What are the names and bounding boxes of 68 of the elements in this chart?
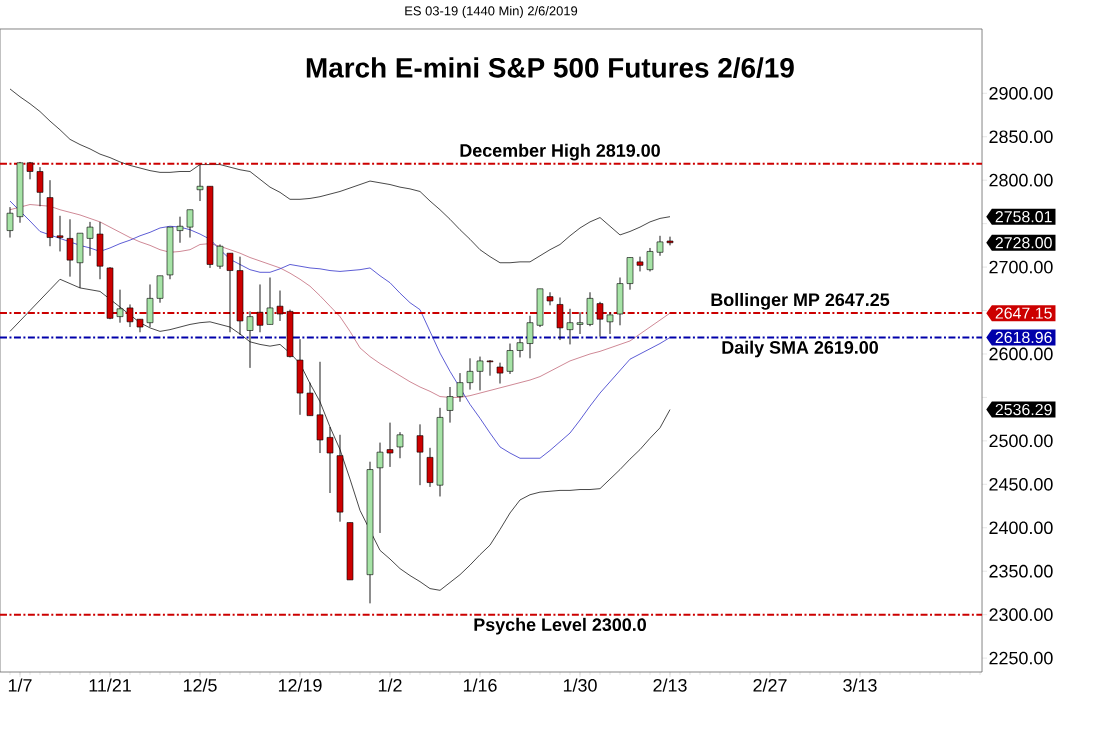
candlestick — [506, 343, 514, 375]
candlestick — [66, 218, 74, 278]
y-tick-label: 2900.00 — [989, 86, 1053, 100]
ref-line-label: Psyche Level 2300.0 — [474, 617, 646, 635]
y-tick-label: 2300.00 — [989, 608, 1053, 621]
candlestick — [486, 359, 494, 377]
x-tick-label: 1/2 — [378, 678, 402, 692]
x-tick-label: 2/13 — [653, 678, 687, 692]
candlestick — [186, 209, 194, 238]
candlestick — [656, 235, 664, 257]
candlestick — [386, 422, 394, 468]
y-tick-label: 2250.00 — [989, 651, 1053, 665]
text: March E-mini S&P 500 Futures 2/6/19 — [306, 57, 794, 78]
y-tick-label: 2450.00 — [989, 477, 1053, 491]
text: 2728.00 — [995, 237, 1052, 249]
candlestick — [606, 311, 614, 335]
candlestick — [176, 216, 184, 244]
candlestick — [216, 244, 224, 270]
text: 2536.29 — [995, 403, 1052, 416]
candlestick — [456, 372, 464, 403]
candlestick — [666, 236, 674, 246]
candlestick — [646, 247, 654, 272]
ref-line-label: Daily SMA 2619.00 — [722, 340, 878, 358]
text: 2618.96 — [995, 331, 1052, 344]
candlestick — [566, 308, 574, 345]
x-tick-label: 2/27 — [753, 678, 787, 692]
candlestick — [636, 256, 644, 272]
candlestick — [496, 362, 504, 384]
candlestick — [266, 277, 274, 325]
text: 2647.15 — [995, 307, 1052, 319]
ref-line-label: Bollinger MP 2647.25 — [711, 292, 890, 310]
candlestick — [396, 431, 404, 459]
candlestick — [156, 275, 164, 304]
x-tick-label: 1/16 — [463, 678, 497, 692]
candlestick — [526, 315, 534, 359]
candlestick — [376, 442, 384, 534]
x-tick-label: 1/30 — [563, 678, 597, 692]
y-tick-label: 2500.00 — [989, 434, 1053, 448]
y-tick-label: 2850.00 — [989, 130, 1053, 144]
candlestick — [326, 426, 334, 494]
candlestick — [56, 215, 64, 252]
candlestick — [36, 166, 44, 207]
x-tick-label: 12/5 — [183, 678, 217, 692]
candlestick — [446, 386, 454, 424]
y-tick-label: 2350.00 — [989, 564, 1053, 578]
y-tick-label: 2600.00 — [989, 347, 1053, 361]
text: 2758.01 — [995, 211, 1052, 223]
candlestick — [116, 289, 124, 324]
candlestick — [196, 164, 204, 202]
candlestick — [86, 221, 94, 257]
y-tick-label: 2800.00 — [989, 173, 1053, 187]
chart-subtitle: ES 03-19 (1440 Min) 2/6/2019 — [405, 5, 578, 19]
x-tick-label: 1/7 — [8, 678, 32, 692]
x-tick-label: 12/19 — [278, 678, 322, 692]
candlestick — [516, 337, 524, 358]
candlestick — [306, 382, 314, 417]
candlestick — [466, 357, 474, 391]
x-tick-label: 11/21 — [89, 678, 131, 692]
y-tick-label: 2700.00 — [989, 260, 1053, 274]
candlestick — [246, 310, 254, 369]
candlestick — [546, 291, 554, 306]
candlestick — [6, 206, 14, 238]
x-tick-label: 3/13 — [843, 678, 877, 692]
candlestick — [416, 423, 424, 486]
ref-line-label: December High 2819.00 — [460, 143, 660, 161]
candlestick — [576, 311, 584, 335]
candlestick — [476, 356, 484, 391]
y-tick-label: 2400.00 — [989, 521, 1053, 535]
